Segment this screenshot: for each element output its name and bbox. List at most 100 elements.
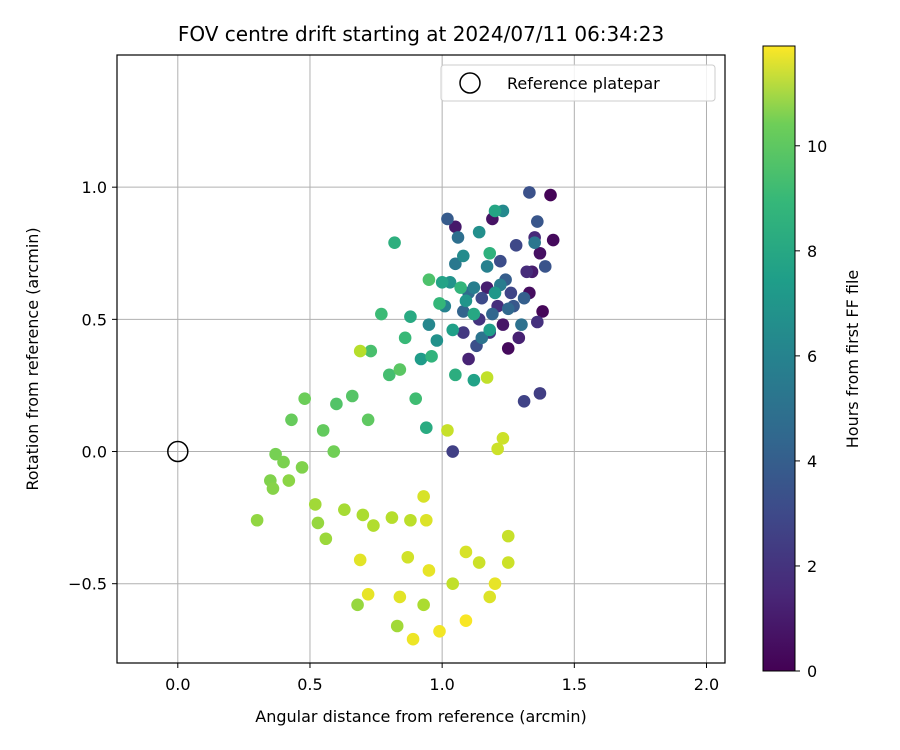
data-point (483, 246, 497, 260)
y-axis-ticks: −0.5 0.0 0.5 1.0 (68, 178, 117, 594)
data-point (393, 590, 407, 604)
data-point (517, 394, 531, 408)
colorbar-tick-label: 2 (807, 557, 817, 576)
data-point (446, 323, 460, 337)
data-point (446, 445, 460, 458)
data-point (462, 352, 475, 366)
y-tick-label: 0.0 (82, 443, 107, 462)
data-point (467, 281, 481, 294)
colorbar-tick-label: 4 (807, 452, 817, 471)
data-point (501, 556, 515, 569)
data-point (285, 413, 298, 427)
data-point (367, 519, 380, 532)
data-point (449, 368, 462, 382)
colorbar-tick-label: 10 (807, 137, 827, 156)
data-point (449, 220, 462, 234)
data-point (501, 342, 515, 355)
data-point (316, 424, 330, 437)
data-point (480, 260, 494, 273)
legend-marker-icon (459, 72, 481, 94)
data-point (266, 482, 280, 495)
data-point (409, 392, 423, 405)
data-point (308, 498, 322, 511)
data-point (459, 545, 473, 559)
data-point (483, 323, 497, 337)
data-point (435, 276, 449, 289)
data-point (425, 350, 438, 363)
data-point (356, 508, 370, 522)
data-point (385, 511, 399, 524)
data-point (282, 474, 296, 487)
reference-marker (167, 440, 189, 463)
data-point (390, 619, 404, 633)
data-point (414, 352, 428, 366)
data-point (430, 334, 444, 347)
legend-box (440, 64, 716, 102)
legend: Reference platepar (440, 64, 716, 102)
data-point (488, 286, 502, 300)
data-point (501, 302, 515, 316)
y-tick-label: 1.0 (82, 178, 107, 197)
y-axis-label: Rotation from reference (arcmin) (23, 227, 42, 490)
data-point (472, 225, 486, 239)
data-point (250, 513, 264, 527)
data-point (467, 373, 481, 387)
data-point (319, 532, 333, 546)
data-point (544, 188, 557, 202)
data-point (517, 291, 531, 305)
data-point (538, 260, 552, 273)
data-point (512, 331, 526, 345)
data-point (433, 297, 446, 310)
data-point (382, 368, 396, 382)
data-point (311, 516, 325, 530)
chart-title: FOV centre drift starting at 2024/07/11 … (178, 22, 664, 46)
data-point (491, 442, 504, 456)
data-point (422, 564, 436, 577)
data-point (417, 598, 430, 612)
data-point (404, 310, 417, 324)
data-point (523, 186, 536, 199)
data-point (353, 344, 367, 358)
colorbar-ticks: 0 2 4 6 8 10 (795, 137, 827, 681)
data-point (401, 550, 415, 564)
data-point (345, 389, 359, 403)
data-point (375, 307, 388, 321)
colorbar (762, 45, 796, 672)
data-point (454, 281, 467, 294)
data-point (546, 233, 560, 247)
data-point (528, 236, 541, 249)
data-point (406, 632, 420, 646)
data-point (533, 387, 547, 400)
data-points (250, 186, 560, 646)
data-point (338, 503, 351, 516)
data-point (327, 445, 341, 458)
data-point (269, 447, 282, 461)
y-tick-label: 0.5 (82, 310, 107, 329)
data-point (520, 265, 534, 279)
data-point (433, 624, 446, 638)
data-point (459, 294, 473, 308)
data-point (501, 529, 515, 543)
x-tick-label: 2.0 (694, 675, 719, 694)
data-point (531, 315, 544, 329)
data-point (422, 318, 436, 331)
x-tick-label: 0.5 (297, 675, 322, 694)
data-point (330, 397, 343, 411)
data-point (459, 614, 473, 628)
data-point (504, 286, 518, 300)
data-point (496, 432, 510, 445)
x-tick-label: 1.0 (429, 675, 454, 694)
data-point (480, 371, 494, 384)
data-point (456, 326, 470, 339)
x-tick-label: 1.5 (562, 675, 587, 694)
data-point (475, 291, 489, 305)
data-point (277, 455, 290, 469)
data-point (295, 461, 309, 474)
data-point (388, 236, 401, 249)
data-point (531, 215, 544, 228)
data-point (441, 212, 454, 226)
data-point (398, 331, 412, 345)
data-point (496, 318, 510, 331)
colorbar-tick-label: 8 (807, 242, 817, 261)
